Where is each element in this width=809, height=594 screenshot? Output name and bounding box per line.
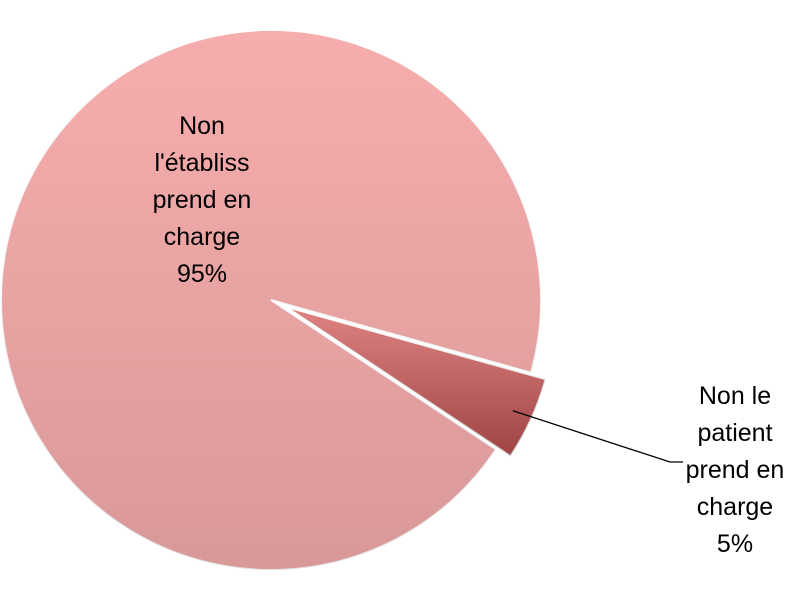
percent-label: 95% (176, 260, 228, 288)
category-label: Non le patient prend en charge (685, 382, 785, 521)
category-label: Non l'établiss prend en charge (152, 112, 252, 251)
data-label: Non le patient prend en charge 5% (665, 378, 805, 563)
data-label: Non l'établiss prend en charge 95% (132, 108, 272, 293)
percent-label: 5% (716, 530, 754, 558)
leader-line (512, 410, 683, 463)
